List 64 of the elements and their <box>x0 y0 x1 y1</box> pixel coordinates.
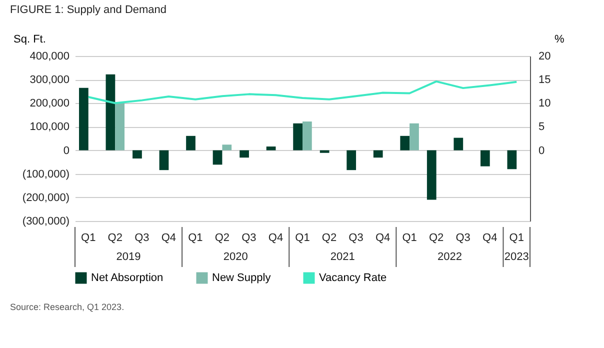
x-tick-label: Q1 <box>402 232 417 244</box>
bar <box>346 150 356 170</box>
y2-tick-label: 10 <box>538 98 551 110</box>
x-tick-label: Q1 <box>509 232 524 244</box>
legend-label: New Supply <box>212 272 272 284</box>
x-tick-label: Q4 <box>482 232 498 244</box>
x-tick-label: Q4 <box>161 232 176 244</box>
x-tick-label: Q3 <box>348 232 364 244</box>
bar <box>186 136 196 150</box>
y-tick-label: 0 <box>63 144 70 157</box>
y-tick-label: (300,000) <box>22 216 70 228</box>
bar <box>293 123 302 150</box>
bar <box>115 102 125 150</box>
legend-label: Net Absorption <box>91 272 164 284</box>
y2-tick-label: 0 <box>538 144 545 157</box>
text: 2020 <box>223 251 248 263</box>
bar <box>266 146 276 150</box>
y-tick-label: 200,000 <box>30 98 70 110</box>
bar <box>410 123 419 150</box>
y2-tick-label: 20 <box>538 50 551 62</box>
text: 2022 <box>437 251 462 263</box>
bar <box>373 150 383 158</box>
x-tick-label: Q3 <box>134 232 150 244</box>
y2-tick-label: 5 <box>538 121 545 134</box>
source-note: Source: Research, Q1 2023. <box>10 302 126 312</box>
x-tick-label: Q1 <box>295 232 310 244</box>
y2-axis-title: % <box>554 34 564 46</box>
legend-label: Vacancy Rate <box>319 272 387 284</box>
bar <box>426 150 436 200</box>
bar <box>212 150 222 165</box>
x-tick-label: Q4 <box>375 232 390 244</box>
bar <box>454 138 464 150</box>
chart-title: FIGURE 1: Supply and Demand <box>10 4 167 16</box>
bar <box>159 150 169 170</box>
text: 2021 <box>330 251 355 263</box>
x-tick-label: Q4 <box>268 232 284 244</box>
x-tick-label: Q2 <box>108 232 122 244</box>
x-tick-label: Q1 <box>188 232 203 244</box>
bar <box>507 150 517 170</box>
text: 2019 <box>116 251 141 263</box>
y-tick-label: 400,000 <box>30 50 70 62</box>
x-tick-label: Q3 <box>242 232 256 244</box>
x-tick-label: Q3 <box>456 232 470 244</box>
bar <box>79 88 88 150</box>
bar <box>302 122 312 150</box>
y-tick-label: (100,000) <box>22 168 70 180</box>
x-tick-label: Q2 <box>428 232 444 244</box>
y-tick-label: 300,000 <box>30 74 70 86</box>
y-axis-title: Sq. Ft. <box>14 34 46 46</box>
bar <box>240 150 249 158</box>
bar <box>222 144 232 150</box>
text: 2023 <box>504 251 529 263</box>
line-series <box>87 80 518 104</box>
y2-tick-label: 15 <box>538 74 551 86</box>
bar <box>400 136 410 150</box>
x-tick-label: Q2 <box>214 232 230 244</box>
bar <box>106 74 116 150</box>
bar <box>132 150 142 159</box>
x-tick-label: Q2 <box>322 232 337 244</box>
y-tick-label: (200,000) <box>22 192 70 204</box>
x-tick-label: Q1 <box>81 232 96 244</box>
y-tick-label: 100,000 <box>30 121 70 134</box>
bar <box>480 150 490 166</box>
bar <box>320 150 330 153</box>
